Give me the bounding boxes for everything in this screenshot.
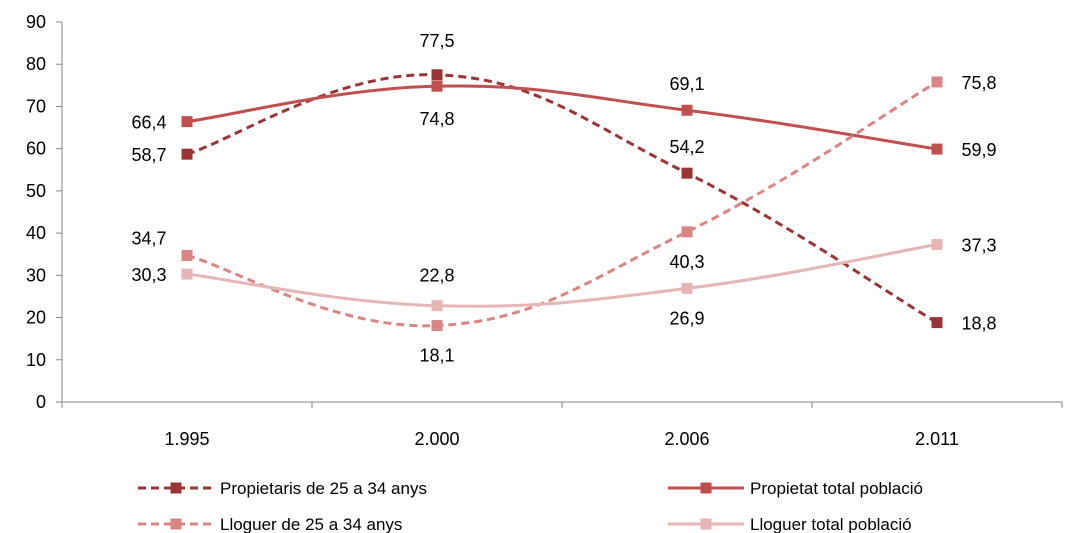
data-point-propietaris-de-25-a-34-anys — [431, 69, 443, 81]
data-label-lloguer-de-25-a-34-anys: 34,7 — [131, 228, 166, 248]
y-tick-label: 10 — [26, 350, 46, 370]
legend-label-propietat-total-poblacio: Propietat total població — [750, 479, 923, 498]
data-point-lloguer-de-25-a-34-anys — [431, 320, 443, 332]
data-label-lloguer-total-poblacio: 37,3 — [961, 236, 996, 256]
data-label-propietat-total-poblacio: 69,1 — [669, 74, 704, 94]
x-tick-label: 1.995 — [164, 429, 209, 449]
series-line-lloguer-de-25-a-34-anys — [186, 80, 938, 328]
data-point-lloguer-total-poblacio — [931, 239, 943, 251]
data-point-propietat-total-poblacio — [681, 104, 693, 116]
x-tick-label: 2.000 — [414, 429, 459, 449]
chart-axes: 0 10 20 30 40 50 60 70 80 90 1.995 2.000 2.006 2.011 — [26, 12, 1063, 449]
legend-marker-lloguer-de-25-a-34-anys — [170, 518, 182, 530]
y-tick-label: 60 — [26, 139, 46, 159]
legend-marker-propietaris-de-25-a-34-anys — [170, 482, 182, 494]
series-line-lloguer-total-poblacio — [186, 243, 938, 308]
data-point-lloguer-total-poblacio — [681, 282, 693, 294]
data-point-lloguer-de-25-a-34-anys — [181, 249, 193, 261]
data-label-propietaris-de-25-a-34-anys: 58,7 — [131, 145, 166, 165]
data-point-lloguer-total-poblacio — [431, 300, 443, 312]
data-label-lloguer-total-poblacio: 30,3 — [131, 265, 166, 285]
legend-label-lloguer-de-25-a-34-anys: Lloguer de 25 a 34 anys — [220, 515, 402, 533]
x-tick-label: 2.006 — [664, 429, 709, 449]
data-label-propietat-total-poblacio: 74,8 — [419, 109, 454, 129]
y-tick-label: 20 — [26, 308, 46, 328]
data-label-propietaris-de-25-a-34-anys: 77,5 — [419, 31, 454, 51]
data-point-propietat-total-poblacio — [431, 80, 443, 92]
y-tick-label: 80 — [26, 54, 46, 74]
data-point-propietaris-de-25-a-34-anys — [181, 148, 193, 160]
data-point-propietaris-de-25-a-34-anys — [931, 317, 943, 329]
x-tick-label: 2.011 — [915, 429, 959, 449]
chart-series — [181, 69, 943, 332]
data-point-lloguer-total-poblacio — [181, 268, 193, 280]
data-label-lloguer-total-poblacio: 26,9 — [669, 308, 704, 328]
data-label-lloguer-de-25-a-34-anys: 40,3 — [669, 252, 704, 272]
y-tick-label: 30 — [26, 265, 46, 285]
legend-marker-lloguer-total-poblacio — [700, 518, 712, 530]
legend-label-propietaris-de-25-a-34-anys: Propietaris de 25 a 34 anys — [220, 479, 427, 498]
series-line-propietat-total-poblacio — [186, 84, 938, 151]
y-tick-label: 40 — [26, 223, 46, 243]
data-point-lloguer-de-25-a-34-anys — [931, 76, 943, 88]
data-label-propietaris-de-25-a-34-anys: 18,8 — [961, 314, 996, 334]
y-tick-label: 90 — [26, 12, 46, 32]
data-point-propietat-total-poblacio — [181, 116, 193, 128]
data-label-propietat-total-poblacio: 66,4 — [131, 113, 166, 133]
data-label-lloguer-total-poblacio: 22,8 — [419, 266, 454, 286]
data-point-lloguer-de-25-a-34-anys — [681, 226, 693, 238]
chart-legend: Propietaris de 25 a 34 anys Propietat tot… — [138, 479, 923, 533]
data-label-propietat-total-poblacio: 59,9 — [961, 140, 996, 160]
y-tick-label: 70 — [26, 96, 46, 116]
data-point-propietat-total-poblacio — [931, 143, 943, 155]
chart-data-labels: 58,7 77,5 54,2 18,8 66,4 74,8 69,1 59,9 34,7 18,1… — [131, 31, 996, 366]
data-label-lloguer-de-25-a-34-anys: 75,8 — [961, 73, 996, 93]
data-label-lloguer-de-25-a-34-anys: 18,1 — [419, 346, 454, 366]
series-line-propietaris-de-25-a-34-anys — [186, 73, 938, 324]
y-tick-label: 50 — [26, 181, 46, 201]
legend-label-lloguer-total-poblacio: Lloguer total població — [750, 515, 912, 533]
data-point-propietaris-de-25-a-34-anys — [681, 167, 693, 179]
y-tick-label: 0 — [36, 392, 46, 412]
data-label-propietaris-de-25-a-34-anys: 54,2 — [669, 137, 704, 157]
legend-marker-propietat-total-poblacio — [700, 482, 712, 494]
